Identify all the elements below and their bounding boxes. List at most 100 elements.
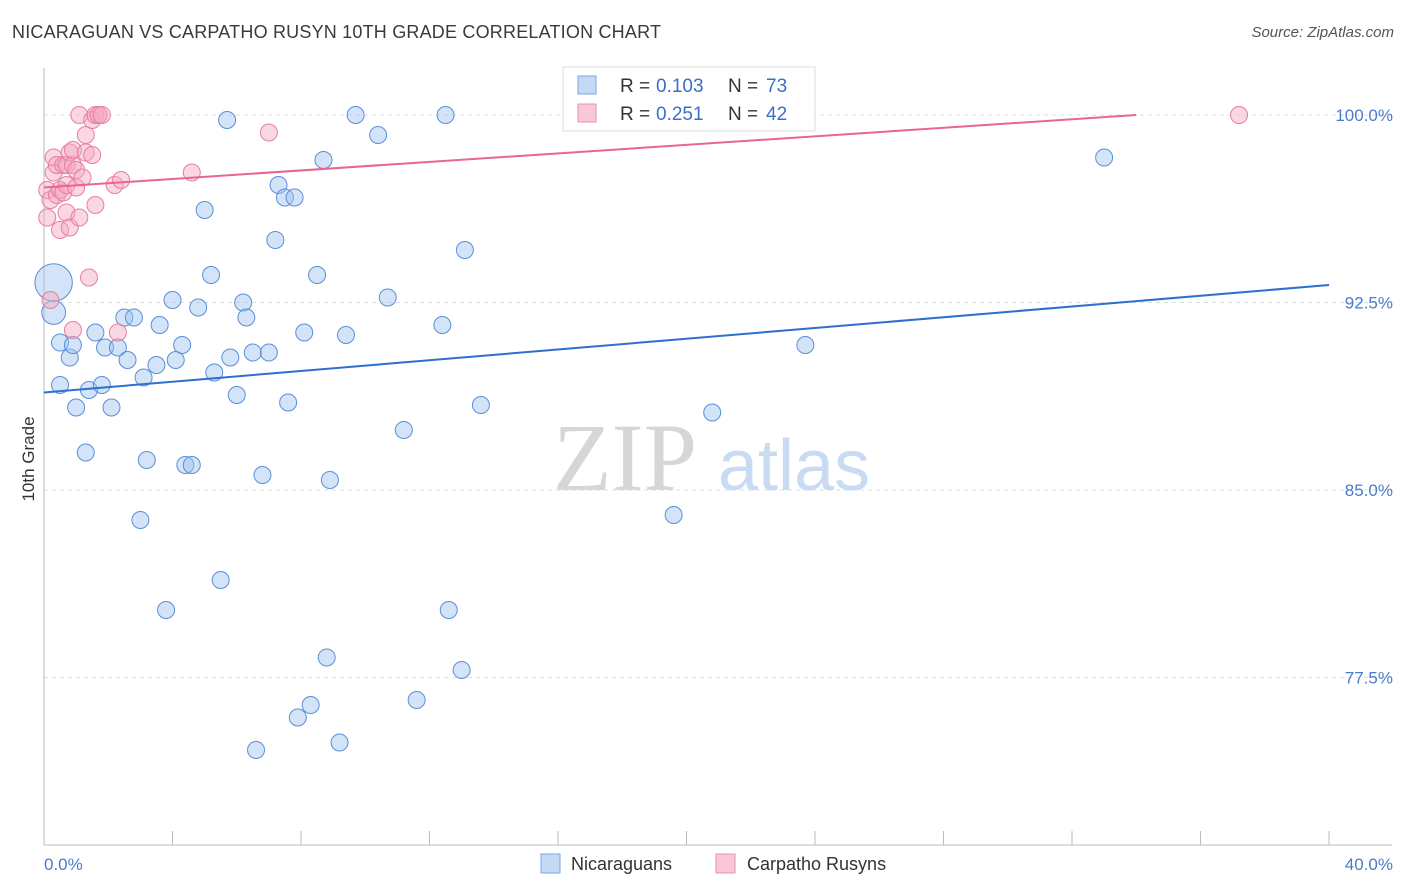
nicaraguans-point [211, 571, 230, 589]
carpatho-rusyns-point [1230, 106, 1249, 124]
y-tick-label: 85.0% [1345, 481, 1393, 500]
stats-legend: R = 0.103 N = 73 R = 0.251 N = 42 [562, 66, 816, 132]
nicaraguans-point [369, 126, 388, 144]
nicaraguans-point [51, 376, 70, 394]
nicaraguans-point [455, 241, 474, 259]
nicaraguans-point [102, 398, 121, 417]
nicaraguans-point [157, 601, 176, 619]
nicaraguans-point [195, 201, 214, 219]
nicaraguans-point [137, 451, 156, 469]
nicaraguans-point [166, 351, 185, 369]
nicaraguans-point [227, 386, 246, 404]
nicaraguans-point [108, 338, 127, 357]
stats-r-value-2: 0.251 [656, 104, 704, 125]
stats-r-value-1: 0.103 [656, 76, 704, 97]
nicaraguans-point [275, 188, 294, 207]
nicaraguans-point [308, 266, 327, 284]
nicaraguans-point [134, 368, 153, 387]
y-tick-label: 100.0% [1335, 106, 1393, 125]
bottom-legend: Nicaraguans Carpatho Rusyns [540, 853, 886, 874]
source-credit: Source: ZipAtlas.com [1251, 24, 1394, 41]
nicaraguans-point [96, 338, 115, 357]
y-tick-label: 92.5% [1345, 294, 1393, 313]
nicaraguans-point [471, 396, 490, 414]
axes [43, 68, 1392, 846]
carpatho-rusyns-trend-line [43, 114, 1137, 189]
carpatho-rusyns-point [86, 196, 105, 214]
stats-n-label-2: N = [728, 104, 758, 125]
nicaraguans-point [243, 343, 262, 362]
nicaraguans-point [189, 298, 208, 317]
carpatho-rusyns-point [63, 321, 82, 339]
stats-n-value-2: 42 [766, 104, 787, 125]
nicaraguans-point [92, 376, 111, 394]
grid-lines [44, 114, 1392, 678]
nicaraguans-point [1095, 148, 1114, 167]
watermark-atlas: atlas [718, 426, 870, 506]
nicaraguans-point [295, 323, 314, 342]
nicaraguans-point [86, 323, 105, 342]
carpatho-rusyns-point [70, 208, 89, 227]
legend-swatch-nicaraguans [540, 853, 561, 874]
nicaraguans-point [796, 336, 815, 354]
nicaraguans-point [247, 741, 266, 759]
carpatho-rusyns-point [63, 156, 82, 174]
nicaraguans-point [176, 456, 195, 474]
nicaraguans-point [253, 466, 272, 484]
nicaraguans-point [330, 733, 349, 752]
x-tick-label: 0.0% [44, 855, 83, 874]
nicaraguans-point [452, 661, 471, 679]
nicaraguans-point [202, 266, 221, 284]
nicaraguans-point [173, 336, 192, 354]
carpatho-rusyns-point [73, 168, 92, 187]
data-points [34, 106, 1249, 759]
carpatho-rusyns-point [76, 126, 95, 144]
nicaraguans-point [118, 351, 137, 369]
stats-legend-swatch-carpatho-rusyns [577, 103, 597, 123]
nicaraguans-point [221, 348, 240, 367]
legend-label-carpatho-rusyns: Carpatho Rusyns [747, 854, 886, 874]
nicaraguans-point [336, 326, 355, 344]
nicaraguans-point [131, 511, 150, 529]
stats-legend-swatch-nicaraguans [577, 75, 597, 95]
tick-labels: 77.5% 85.0% 92.5% 100.0% 0.0% 40.0% [44, 106, 1393, 874]
nicaraguans-point [182, 456, 201, 474]
trend-lines [43, 114, 1330, 394]
carpatho-rusyns-point [60, 218, 79, 237]
nicaraguans-point [163, 291, 182, 309]
carpatho-rusyns-point [92, 106, 111, 124]
carpatho-rusyns-point [38, 181, 57, 199]
carpatho-rusyns-point [108, 323, 127, 342]
chart-title: NICARAGUAN VS CARPATHO RUSYN 10TH GRADE … [12, 22, 662, 42]
nicaraguans-point [285, 188, 304, 207]
nicaraguans-point [218, 111, 237, 129]
nicaraguans-point [433, 316, 452, 334]
nicaraguans-point [41, 300, 67, 325]
nicaraguans-point [314, 151, 333, 169]
stats-legend-box [562, 66, 816, 132]
nicaraguans-point [67, 398, 86, 417]
nicaraguans-point [664, 506, 683, 524]
stats-r-label-1: R = [620, 76, 650, 97]
y-tick-label: 77.5% [1345, 669, 1393, 688]
carpatho-rusyns-point [259, 123, 278, 142]
nicaraguans-point [378, 288, 397, 307]
y-axis-title: 10th Grade [19, 416, 38, 501]
nicaraguans-point [279, 393, 298, 412]
watermark: ZIP atlas [553, 404, 870, 511]
nicaraguans-point [266, 231, 285, 249]
nicaraguans-point [439, 601, 458, 619]
nicaraguans-point [259, 343, 278, 362]
legend-label-nicaraguans: Nicaraguans [571, 854, 672, 874]
carpatho-rusyns-point [79, 268, 98, 287]
carpatho-rusyns-point [112, 171, 131, 189]
nicaraguans-point [147, 356, 166, 374]
nicaraguans-point [237, 308, 256, 327]
stats-r-label-2: R = [620, 104, 650, 125]
nicaraguans-point [124, 308, 143, 327]
nicaraguans-point [320, 471, 339, 489]
carpatho-rusyns-point [47, 156, 66, 174]
nicaraguans-point [34, 263, 73, 302]
nicaraguans-point [234, 293, 253, 312]
stats-n-label-1: N = [728, 76, 758, 97]
